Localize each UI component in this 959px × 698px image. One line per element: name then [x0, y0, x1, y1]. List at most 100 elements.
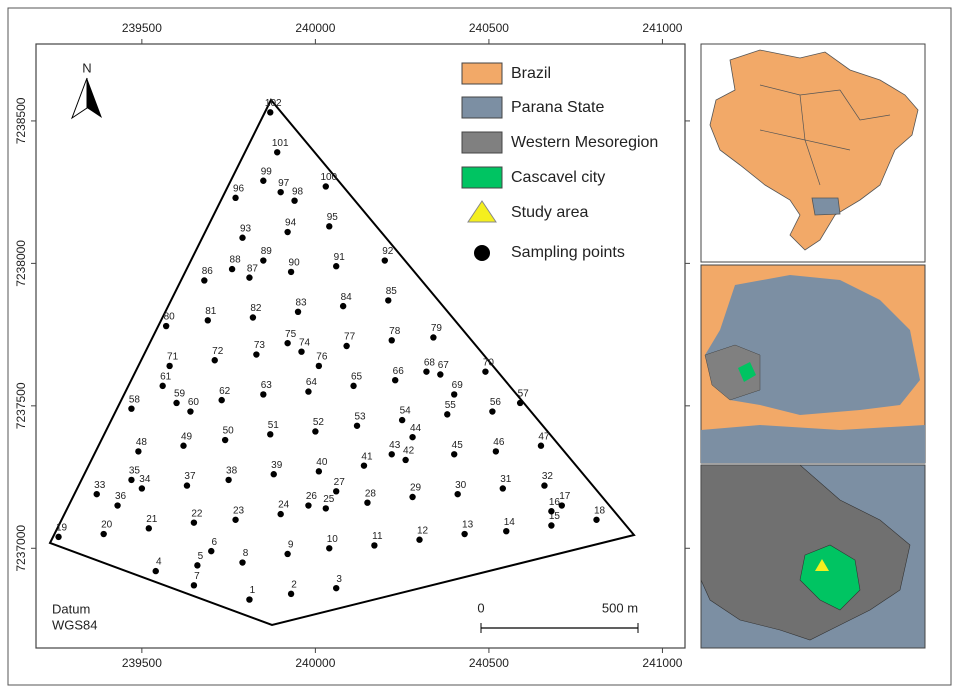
- point-label: 66: [393, 366, 405, 377]
- point-label: 32: [542, 471, 554, 482]
- point-label: 26: [306, 491, 318, 502]
- sampling-point: [267, 109, 274, 116]
- sampling-point: [246, 596, 253, 603]
- legend-swatch: [461, 62, 503, 85]
- point-label: 20: [101, 520, 113, 531]
- point-label: 45: [452, 440, 464, 451]
- sampling-point: [228, 265, 236, 273]
- point-label: 83: [295, 297, 307, 308]
- sampling-point: [208, 547, 215, 555]
- point-label: 50: [223, 426, 235, 437]
- sampling-point: [211, 357, 218, 364]
- point-label: 67: [438, 360, 450, 371]
- sampling-point: [190, 582, 198, 589]
- sampling-point: [270, 471, 277, 478]
- sampling-point: [343, 342, 350, 350]
- point-label: 2: [291, 580, 297, 591]
- y-tick-label: 7238500: [14, 97, 28, 144]
- sampling-point: [381, 257, 388, 264]
- point-label: 89: [261, 246, 273, 257]
- sampling-point: [489, 408, 496, 415]
- sampling-point: [360, 462, 368, 469]
- inset-parana: [700, 264, 926, 464]
- point-label: 73: [254, 340, 266, 351]
- inset-brazil: [700, 43, 926, 263]
- point-label: 53: [354, 411, 366, 422]
- legend-swatch: [461, 131, 503, 154]
- inset-mesoregion: [700, 464, 926, 649]
- point-label: 22: [191, 508, 203, 519]
- point-label: 25: [323, 494, 335, 505]
- sampling-point: [353, 422, 361, 429]
- x-tick-label: 239500: [122, 21, 162, 35]
- sampling-point: [305, 502, 312, 509]
- point-label: 63: [261, 380, 273, 391]
- point-label: 39: [271, 460, 283, 471]
- point-label: 4: [156, 557, 162, 568]
- x-tick-label: 240000: [295, 656, 335, 670]
- y-tick-label: 7237000: [14, 525, 28, 572]
- sampling-point: [482, 368, 489, 375]
- point-label: 56: [490, 397, 502, 408]
- sampling-point: [423, 368, 430, 375]
- point-label: 96: [233, 183, 245, 194]
- sampling-point: [298, 348, 305, 355]
- sampling-point: [451, 451, 458, 458]
- sampling-point: [294, 308, 302, 316]
- x-tick-label: 240500: [469, 21, 509, 35]
- point-label: 80: [164, 312, 176, 323]
- sampling-point: [385, 297, 392, 304]
- point-label: 19: [56, 523, 68, 534]
- point-label: 28: [365, 488, 377, 499]
- sampling-point: [284, 339, 291, 347]
- x-tick-label: 239500: [122, 656, 162, 670]
- sampling-point: [284, 550, 291, 558]
- sampling-point: [249, 314, 257, 321]
- point-label: 64: [306, 377, 318, 388]
- point-label: 36: [115, 491, 127, 502]
- sampling-point: [364, 499, 371, 506]
- sampling-point: [166, 362, 173, 370]
- point-label: 99: [261, 166, 273, 177]
- sampling-point: [339, 302, 347, 310]
- sampling-point: [451, 391, 458, 398]
- point-label: 10: [327, 534, 339, 545]
- sampling-point: [499, 485, 506, 492]
- point-label: 41: [361, 451, 373, 462]
- sampling-point: [388, 451, 395, 458]
- sampling-point: [315, 468, 323, 475]
- north-label: N: [82, 60, 91, 75]
- sampling-point: [253, 351, 260, 358]
- point-label: 68: [424, 357, 436, 368]
- sampling-point: [128, 476, 135, 484]
- point-label: 94: [285, 218, 297, 229]
- point-label: 13: [462, 520, 474, 531]
- point-label: 88: [230, 255, 242, 266]
- point-label: 82: [250, 303, 262, 314]
- point-label: 72: [212, 346, 224, 357]
- sampling-point: [114, 502, 121, 509]
- point-label: 62: [219, 386, 231, 397]
- point-label: 59: [174, 389, 186, 400]
- point-label: 34: [139, 474, 151, 485]
- sampling-point: [593, 516, 600, 523]
- sampling-point: [246, 274, 253, 281]
- sampling-point: [138, 485, 146, 492]
- sampling-point: [218, 396, 225, 404]
- sampling-point: [232, 516, 239, 523]
- legend-swatch: [467, 200, 497, 223]
- sampling-point: [541, 482, 548, 489]
- point-label: 8: [243, 548, 249, 559]
- study-boundary: [48, 98, 636, 627]
- sampling-point: [409, 433, 416, 441]
- point-label: 44: [410, 423, 422, 434]
- point-label: 90: [289, 258, 301, 269]
- sampling-point: [398, 416, 406, 424]
- point-label: 77: [344, 332, 356, 343]
- scale-label: 0: [477, 600, 484, 615]
- point-label: 57: [518, 389, 530, 400]
- x-tick-label: 241000: [642, 21, 682, 35]
- sampling-point: [201, 277, 208, 284]
- legend-label: Parana State: [511, 99, 605, 116]
- point-label: 81: [205, 306, 217, 317]
